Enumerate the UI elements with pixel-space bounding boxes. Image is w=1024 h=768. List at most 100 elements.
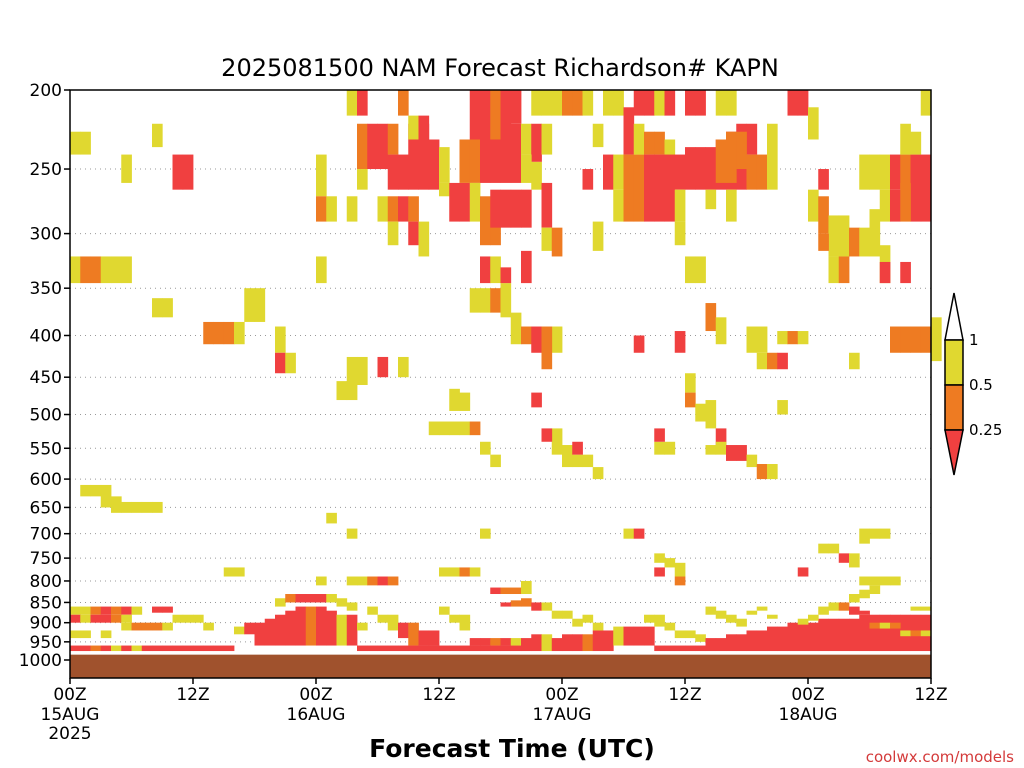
ri-cell: [920, 630, 932, 637]
ri-cell: [726, 445, 737, 461]
ri-cell: [808, 189, 819, 222]
ri-cell: [879, 576, 891, 586]
y-tick-label: 1000: [19, 651, 62, 671]
y-tick-label: 850: [30, 593, 62, 613]
ri-cell: [111, 496, 122, 513]
ri-cell: [521, 250, 532, 284]
ri-cell: [90, 484, 102, 497]
ri-cell: [685, 630, 696, 639]
ri-cell: [838, 256, 850, 284]
ri-cell: [613, 189, 624, 222]
ri-cell: [316, 606, 327, 646]
ri-cell: [746, 454, 758, 468]
y-tick-label: 900: [30, 614, 62, 634]
ri-cell: [787, 331, 799, 345]
ri-cell: [490, 221, 501, 246]
ri-cell: [428, 645, 440, 652]
ri-cell: [808, 622, 819, 652]
ri-cell: [767, 123, 778, 190]
ri-cell: [736, 131, 747, 170]
ri-cell: [592, 630, 604, 652]
ri-cell: [879, 154, 891, 190]
ri-cell: [879, 528, 891, 539]
ri-cell: [920, 90, 932, 116]
x-tick-date: 16AUG: [287, 705, 346, 725]
colorbar-orange-bin: [944, 384, 964, 431]
ri-cell: [510, 312, 522, 345]
ri-cell: [879, 261, 891, 284]
ri-cell: [469, 421, 481, 436]
ri-cell: [203, 645, 214, 652]
ri-cell: [70, 131, 81, 155]
ri-cell: [551, 90, 563, 116]
ri-cell: [654, 645, 665, 652]
ri-cell: [510, 189, 522, 228]
ri-cell: [367, 576, 378, 586]
ri-cell: [480, 256, 491, 284]
ri-cell: [828, 215, 840, 257]
ri-cell: [797, 567, 809, 577]
ri-cell: [193, 645, 204, 652]
ri-cell: [469, 288, 481, 313]
ri-cell: [787, 90, 799, 116]
ri-cell: [890, 622, 901, 629]
ri-cell: [654, 553, 665, 563]
ri-cell: [767, 352, 778, 370]
ri-cell: [490, 256, 501, 284]
ri-cell: [408, 115, 419, 140]
ri-cell: [715, 139, 727, 183]
ri-cell: [654, 614, 665, 627]
ri-cell: [131, 606, 143, 615]
ri-cell: [131, 622, 143, 631]
ri-cell: [551, 326, 563, 353]
x-tick-year: 2025: [48, 724, 91, 744]
ri-cell: [500, 602, 512, 607]
ri-cell: [869, 209, 881, 257]
ri-cell: [182, 154, 194, 190]
ri-cell: [633, 528, 645, 539]
ri-cell: [500, 283, 512, 318]
ri-cell: [756, 464, 768, 480]
ri-cell: [541, 326, 553, 370]
ri-cell: [254, 622, 266, 646]
ri-cell: [223, 567, 235, 577]
ri-cell: [818, 196, 829, 234]
ri-cell: [480, 90, 491, 140]
ri-cell: [193, 614, 204, 623]
colorbar-over-arrow: [944, 292, 964, 341]
ri-cell: [746, 326, 758, 353]
ri-cell: [859, 154, 870, 190]
ri-cell: [275, 614, 286, 646]
ri-cell: [223, 321, 235, 345]
x-tick-date: 17AUG: [533, 705, 592, 725]
ri-cell: [582, 614, 594, 623]
ri-cell: [562, 90, 573, 116]
ri-cell: [162, 622, 173, 631]
ri-cell: [418, 115, 430, 140]
ri-cell: [900, 326, 911, 353]
ri-cell: [705, 147, 717, 190]
ri-cell: [459, 182, 471, 222]
ri-cell: [70, 256, 81, 284]
ri-cell: [418, 123, 430, 190]
colorbar-under-arrow: [944, 429, 964, 476]
ri-cell: [521, 154, 532, 183]
ri-cell: [869, 622, 881, 629]
ri-cell: [398, 90, 409, 116]
ri-cell: [726, 90, 737, 116]
ri-cell: [582, 169, 594, 190]
ri-cell: [541, 123, 553, 155]
ri-cell: [715, 638, 727, 652]
ri-cell: [531, 123, 542, 162]
ri-cell: [480, 528, 491, 539]
ri-cell: [254, 288, 266, 322]
ri-cell: [900, 261, 911, 284]
x-tick-label: 12Z: [914, 685, 947, 705]
ri-cell: [674, 630, 686, 639]
ri-cell: [449, 182, 460, 222]
ri-cell: [100, 614, 112, 623]
ri-cell: [305, 594, 317, 603]
ri-cell: [357, 645, 368, 652]
ri-cell: [141, 622, 153, 631]
ri-cell: [838, 553, 850, 563]
